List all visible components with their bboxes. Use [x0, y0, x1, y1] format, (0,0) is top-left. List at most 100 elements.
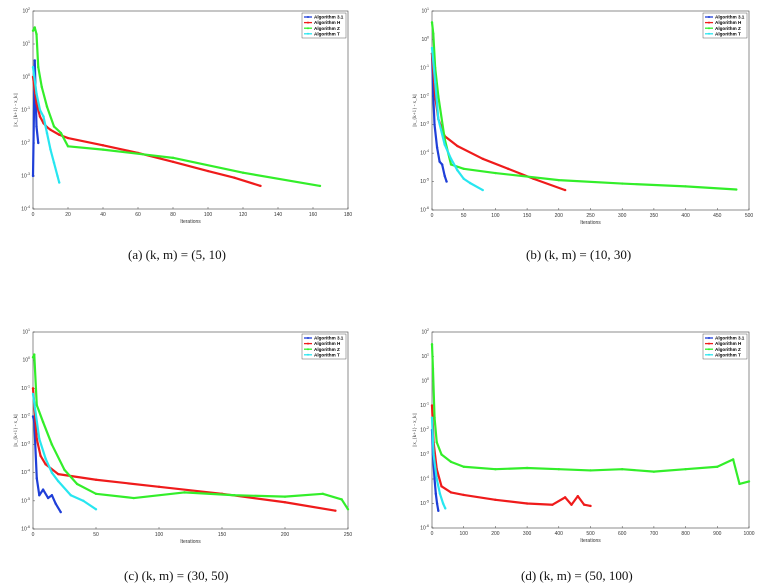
y-tick-label: 10-3 [420, 451, 429, 459]
data-point [57, 479, 60, 483]
data-point [50, 494, 54, 497]
legend-entry: Algorithm 3.1 [314, 336, 344, 341]
data-point [441, 502, 445, 505]
x-tick-label: 300 [618, 213, 627, 219]
data-point [41, 488, 45, 491]
y-tick-exponent: -6 [426, 206, 429, 210]
data-point [82, 499, 85, 503]
series-line-algorithm-z [430, 344, 750, 485]
y-tick-exponent: -1 [426, 64, 429, 68]
legend-entry: Algorithm Z [314, 26, 340, 31]
y-tick-label: 10-1 [420, 64, 429, 72]
legend-entry: Algorithm H [715, 341, 742, 346]
data-point [440, 163, 444, 166]
data-point [42, 115, 45, 118]
legend-entry: Algorithm Z [314, 347, 340, 352]
data-point [241, 171, 245, 174]
legend-marker [307, 348, 309, 351]
legend-entry: Algorithm T [715, 352, 741, 357]
caption-b: (b) (k, m) = (10, 30) [526, 247, 632, 262]
data-point [59, 510, 62, 514]
data-point [684, 468, 687, 471]
y-tick-exponent: -1 [27, 106, 30, 110]
x-tick-label: 50 [93, 532, 99, 538]
y-tick-exponent: -2 [27, 412, 30, 416]
y-tick-exponent: 0 [427, 377, 429, 381]
y-tick-label: 10-2 [420, 92, 429, 100]
data-point [75, 482, 79, 486]
data-point [171, 156, 175, 160]
series-line-algorithm-h [430, 53, 566, 192]
data-point [435, 477, 438, 481]
x-tick-label: 300 [523, 531, 532, 537]
legend-marker [307, 353, 309, 356]
data-point [33, 353, 36, 356]
data-point [31, 174, 35, 178]
data-point [735, 188, 738, 191]
data-point [432, 32, 435, 35]
data-point [747, 480, 751, 483]
chart-a: 0 20 40 60 80 100 120 140 160 18010-410-310-210-1… [14, 7, 352, 225]
data-point [132, 496, 135, 500]
data-point [449, 460, 453, 464]
data-point [41, 420, 45, 424]
data-point [494, 468, 497, 471]
data-point [481, 157, 484, 161]
y-tick-label: 10-4 [420, 149, 429, 157]
data-point [206, 169, 210, 173]
y-tick-exponent: -3 [426, 121, 429, 125]
y-tick-exponent: -4 [426, 475, 429, 479]
data-point [52, 161, 56, 164]
data-point [58, 133, 61, 136]
data-point [468, 181, 472, 185]
data-point [56, 174, 59, 178]
data-point [449, 157, 453, 161]
y-tick-label: 10-4 [420, 475, 429, 483]
data-point [433, 80, 437, 84]
data-point [283, 495, 287, 498]
x-tick-label: 100 [155, 532, 164, 538]
data-point [621, 468, 624, 471]
data-point [44, 463, 47, 466]
series-line-algorithm-z [430, 22, 737, 191]
data-point [46, 496, 50, 500]
data-point [716, 465, 719, 468]
data-point [621, 182, 624, 185]
data-point [435, 441, 438, 444]
x-tick-label: 60 [135, 212, 141, 218]
legend-entry: Algorithm H [314, 20, 341, 25]
data-point [462, 465, 465, 468]
legend-marker [307, 21, 309, 24]
y-tick-label: 10-2 [21, 412, 30, 420]
y-tick-exponent: -5 [27, 497, 30, 501]
legend-marker [708, 342, 710, 345]
data-point [37, 141, 40, 145]
data-point [438, 160, 441, 163]
y-tick-exponent: 0 [427, 35, 429, 39]
data-point [738, 482, 741, 486]
data-point [94, 492, 98, 496]
data-point [684, 185, 687, 188]
data-point [462, 177, 465, 180]
data-point [37, 65, 40, 69]
series-line-algorithm-z [31, 353, 349, 510]
y-tick-exponent: -4 [426, 149, 429, 153]
y-tick-label: 10-4 [21, 205, 30, 213]
x-tick-label: 0 [431, 213, 434, 219]
data-point [101, 148, 105, 151]
y-tick-exponent: -3 [27, 172, 30, 176]
data-point [570, 503, 573, 506]
data-point [49, 148, 52, 151]
data-point [38, 437, 41, 441]
y-tick-label: 10-3 [21, 172, 30, 180]
legend-entry: Algorithm Z [715, 347, 741, 352]
y-tick-label: 102 [421, 328, 429, 336]
data-point [38, 494, 41, 497]
x-axis-label: Iterations [180, 539, 201, 545]
y-tick-exponent: -6 [426, 524, 429, 528]
data-point [33, 59, 36, 62]
x-tick-label: 800 [681, 531, 690, 537]
y-tick-exponent: -3 [426, 451, 429, 455]
